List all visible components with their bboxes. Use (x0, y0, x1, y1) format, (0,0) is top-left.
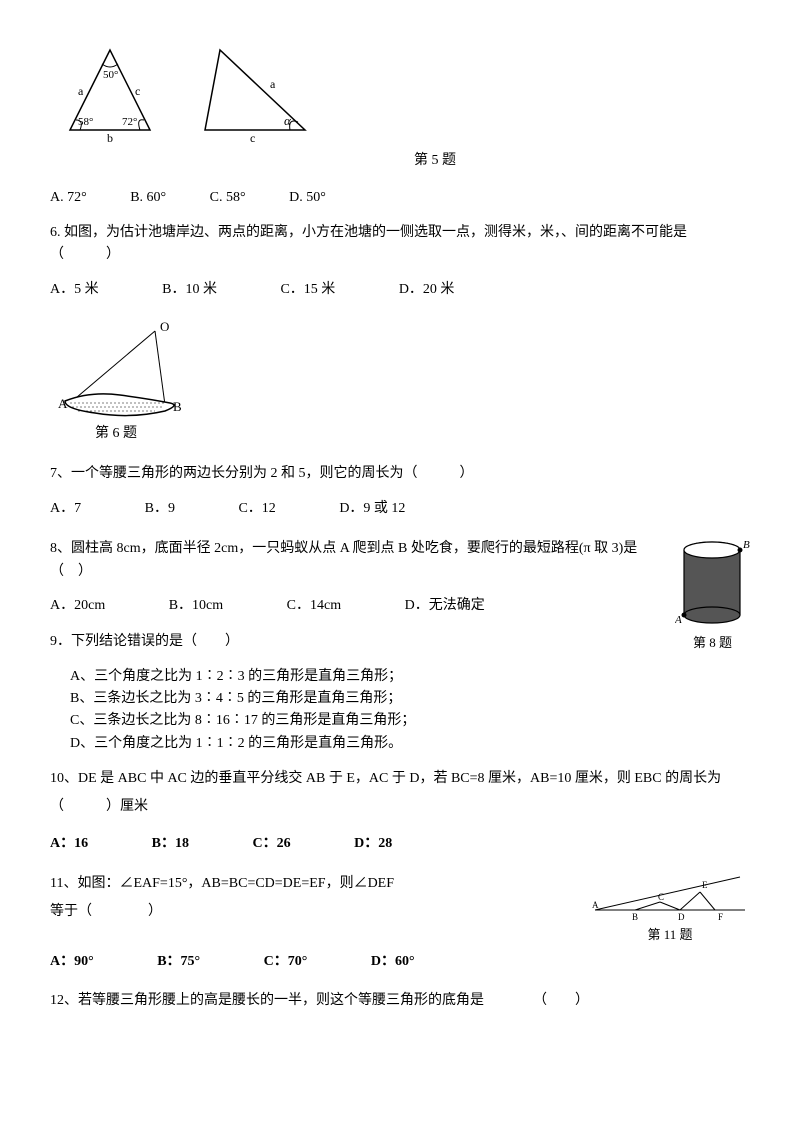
q11-opt-a: A：90° (50, 951, 94, 973)
q5-opt-d: D. 50° (289, 187, 326, 209)
q11-lbl-b: B (632, 912, 638, 922)
q9-opt-b: B、三条边长之比为 3∶4∶5 的三角形是直角三角形； (50, 688, 665, 710)
q7-opt-a: A．7 (50, 498, 81, 520)
q6-opt-a: A．5 米 (50, 279, 99, 301)
q11-opt-c: C：70° (264, 951, 308, 973)
q7-text: 7、一个等腰三角形的两边长分别为 2 和 5，则它的周长为（ ） (50, 463, 750, 485)
q6-label-a: A (58, 396, 68, 411)
q10-opt-a: A：16 (50, 833, 88, 855)
q5-tri1-side-b: b (107, 131, 113, 145)
q6-options: A．5 米 B．10 米 C．15 米 D．20 米 (50, 279, 750, 301)
q8-label-a: A (675, 614, 682, 626)
q5-tri1-right-angle: 72° (122, 116, 137, 128)
q6-opt-c: C．15 米 (280, 279, 335, 301)
q11-lbl-c: C (658, 892, 664, 902)
q6-opt-d: D．20 米 (399, 279, 455, 301)
q10-opt-d: D：28 (354, 833, 392, 855)
q5-tri1-side-c: c (135, 84, 140, 98)
q5-tri1-side-a: a (78, 84, 84, 98)
q6-text: 6. 如图，为估计池塘岸边、两点的距离，小方在池塘的一侧选取一点，测得米，米，、… (50, 222, 750, 267)
q8-text: 8、圆柱高 8cm，底面半径 2cm，一只蚂蚁从点 A 爬到点 B 处吃食，要爬… (50, 538, 665, 583)
q11-lbl-f: F (718, 912, 723, 922)
q11-lbl-d: D (678, 912, 685, 922)
q6-opt-b: B．10 米 (162, 279, 217, 301)
q5-opt-b: B. 60° (130, 187, 166, 209)
q11-figure: A B C D E F (590, 870, 750, 925)
q9-text: 9．下列结论错误的是（ ） (50, 631, 665, 653)
q6-figure: O A B (50, 313, 210, 423)
q10-opt-c: C：26 (252, 833, 290, 855)
q8-cylinder: B A (675, 538, 750, 633)
q8-opt-b: B．10cm (169, 595, 223, 617)
q8-caption: 第 8 题 (675, 633, 750, 654)
q5-triangle2: α a c (190, 40, 320, 145)
q9-opt-c: C、三条边长之比为 8∶16∶17 的三角形是直角三角形； (50, 710, 750, 732)
q10-opt-b: B：18 (152, 833, 189, 855)
q8-label-b: B (743, 539, 750, 551)
q8-opt-a: A．20cm (50, 595, 105, 617)
q11-text2: 等于（ ） (50, 898, 580, 926)
q6-label-b: B (173, 399, 182, 414)
q8-opt-d: D．无法确定 (405, 595, 485, 617)
q5-figures: 50° 58° 72° a c b α a c (50, 40, 750, 145)
q9-opt-a: A、三个角度之比为 1∶2∶3 的三角形是直角三角形； (50, 666, 665, 688)
q7-opt-c: C．12 (238, 498, 275, 520)
q5-tri2-side-c: c (250, 131, 255, 145)
q11-caption: 第 11 题 (590, 925, 750, 946)
q5-opt-c: C. 58° (210, 187, 246, 209)
q5-tri2-side-a: a (270, 77, 276, 91)
q5-options: A. 72° B. 60° C. 58° D. 50° (50, 187, 750, 209)
q5-tri2-alpha: α (284, 113, 292, 128)
q11-opt-d: D：60° (371, 951, 415, 973)
q7-options: A．7 B．9 C．12 D．9 或 12 (50, 498, 750, 520)
q11-lbl-e: E (702, 880, 708, 890)
q10-text: 10、DE 是 ABC 中 AC 边的垂直平分线交 AB 于 E，AC 于 D，… (50, 765, 750, 821)
q10-options: A：16 B：18 C：26 D：28 (50, 833, 750, 855)
q5-tri1-apex: 50° (103, 69, 118, 81)
q11-options: A：90° B：75° C：70° D：60° (50, 951, 750, 973)
q8-options: A．20cm B．10cm C．14cm D．无法确定 (50, 595, 665, 617)
q5-tri1-left-angle: 58° (78, 116, 93, 128)
q5-caption: 第 5 题 (120, 150, 750, 172)
q5-opt-a: A. 72° (50, 187, 87, 209)
q11-opt-b: B：75° (157, 951, 200, 973)
q7-opt-b: B．9 (145, 498, 175, 520)
q5-triangle1: 50° 58° 72° a c b (50, 40, 170, 145)
q6-caption: 第 6 题 (95, 423, 750, 445)
q7-opt-d: D．9 或 12 (339, 498, 405, 520)
q12-text: 12、若等腰三角形腰上的高是腰长的一半，则这个等腰三角形的底角是 （ ） (50, 990, 750, 1012)
q9-opt-d: D、三个角度之比为 1∶1∶2 的三角形是直角三角形。 (50, 733, 750, 755)
q6-label-o: O (160, 319, 169, 334)
q8-opt-c: C．14cm (287, 595, 341, 617)
q11-text1: 11、如图：∠EAF=15°，AB=BC=CD=DE=EF，则∠DEF (50, 870, 580, 898)
q11-lbl-a: A (592, 900, 599, 910)
